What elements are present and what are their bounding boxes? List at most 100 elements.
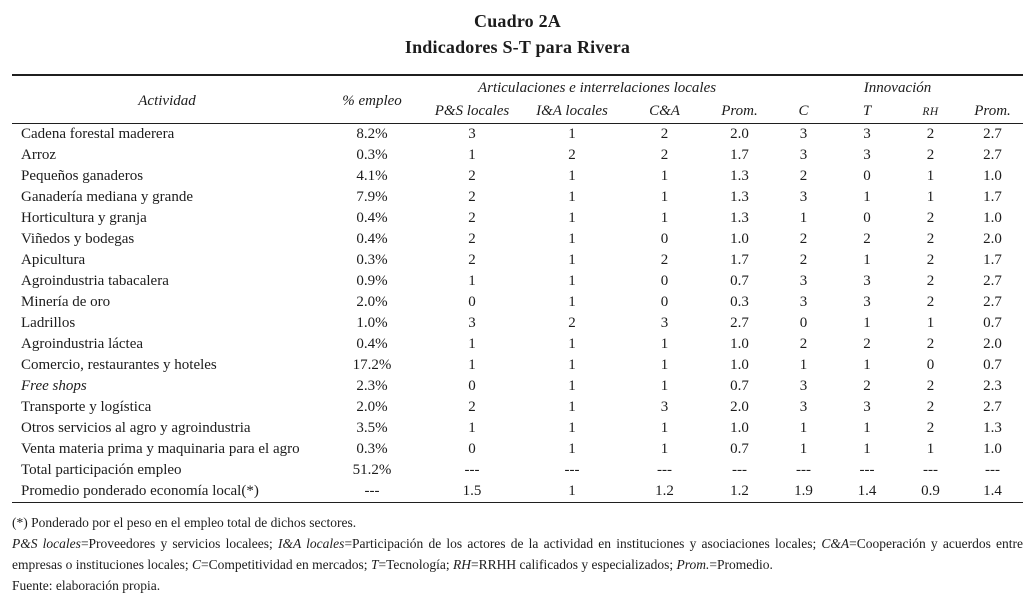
- empleo-cell: 0.4%: [356, 230, 388, 247]
- empleo-cell: 8.2%: [356, 125, 388, 142]
- value-cell: 2: [468, 230, 476, 247]
- value-cell: 3: [863, 272, 871, 289]
- table-row: Agroindustria tabacalera 0.9% 1 1 0 0.7 3 3 2 2.7: [12, 271, 1023, 292]
- column-header-t: T: [862, 103, 872, 120]
- activity-cell: Minería de oro: [21, 293, 111, 310]
- empleo-cell: 2.0%: [356, 293, 388, 310]
- footnote-term: I&A locales: [278, 535, 345, 551]
- value-cell: 1.2: [655, 482, 674, 499]
- column-header-ps-locales: P&S locales: [434, 103, 510, 120]
- value-cell: 0: [660, 272, 669, 289]
- value-cell: 2.0: [983, 230, 1002, 247]
- value-cell: 2: [660, 146, 669, 163]
- value-cell: 1.3: [730, 209, 749, 226]
- value-cell: 2: [799, 167, 808, 184]
- value-cell: 2.7: [983, 398, 1002, 415]
- table-row: Pequeños ganaderos 4.1% 2 1 1 1.3 2 0 1 1.0: [12, 166, 1023, 187]
- value-cell: 0.7: [730, 272, 749, 289]
- value-cell: 3: [799, 272, 808, 289]
- value-cell: 1.0: [983, 440, 1002, 457]
- value-cell: 1: [863, 419, 871, 436]
- value-cell: 2.0: [730, 398, 749, 415]
- value-cell: 3: [660, 314, 669, 331]
- value-cell: 0.7: [730, 377, 749, 394]
- value-cell: 1: [799, 209, 808, 226]
- footnote-text: =Promedio.: [709, 556, 773, 572]
- activity-cell: Otros servicios al agro y agroindustria: [21, 419, 251, 436]
- value-cell: 3: [799, 188, 808, 205]
- footnote-text: =Competitividad en mercados;: [200, 556, 371, 572]
- indicators-table: Actividad % empleo Articulaciones e inte…: [12, 74, 1024, 503]
- value-cell: 1.7: [983, 188, 1002, 205]
- value-cell: 1.7: [730, 146, 749, 163]
- value-cell: 3: [863, 293, 871, 310]
- activity-cell: Agroindustria tabacalera: [21, 272, 169, 289]
- footnote-definitions: P&S locales=Proveedores y servicios loca…: [12, 533, 1023, 575]
- empleo-cell: 0.9%: [356, 272, 388, 289]
- value-cell: 2: [799, 230, 808, 247]
- empleo-cell: ---: [364, 482, 380, 499]
- value-cell: 0: [468, 440, 476, 457]
- footnote-asterisk: (*) Ponderado por el peso en el empleo t…: [12, 514, 357, 530]
- table-row: Free shops 2.3% 0 1 1 0.7 3 2 2 2.3: [12, 376, 1023, 397]
- value-cell: 1.0: [730, 356, 749, 373]
- empleo-cell: 4.1%: [356, 167, 388, 184]
- value-cell: 1.4: [857, 482, 877, 499]
- value-cell: 0.3: [730, 293, 749, 310]
- value-cell: ---: [923, 461, 939, 478]
- value-cell: 1: [568, 419, 576, 436]
- value-cell: 1: [468, 335, 476, 352]
- value-cell: 2: [799, 251, 808, 268]
- footnote-text: =Tecnología;: [378, 556, 453, 572]
- value-cell: 2: [863, 335, 871, 352]
- table-row: Otros servicios al agro y agroindustria 3…: [12, 418, 1023, 439]
- activity-cell: Horticultura y granja: [21, 209, 147, 226]
- value-cell: 1.0: [730, 335, 749, 352]
- value-cell: 0.9: [921, 482, 940, 499]
- column-header-ia-locales: I&A locales: [536, 103, 608, 120]
- footnote-term: C&A: [821, 535, 850, 551]
- value-cell: 1: [568, 251, 576, 268]
- group-header-articulaciones: Articulaciones e interrelaciones locales: [477, 80, 717, 96]
- empleo-cell: 3.5%: [356, 419, 388, 436]
- activity-cell: Transporte y logística: [21, 398, 152, 415]
- value-cell: 3: [799, 398, 808, 415]
- footnote-text: =Participación de los actores de la acti…: [344, 535, 822, 551]
- table-row: Horticultura y granja 0.4% 2 1 1 1.3 1 0 2 1.0: [12, 208, 1023, 229]
- value-cell: 1.3: [730, 188, 749, 205]
- activity-cell: Ladrillos: [21, 314, 76, 331]
- value-cell: ---: [657, 461, 672, 478]
- value-cell: 2: [660, 251, 669, 268]
- value-cell: 1.7: [730, 251, 749, 268]
- value-cell: 1: [568, 440, 576, 457]
- value-cell: 2: [468, 398, 476, 415]
- value-cell: 1: [568, 209, 576, 226]
- value-cell: 2: [468, 251, 476, 268]
- activity-cell: Arroz: [21, 146, 56, 163]
- group-header-row: Actividad % empleo Articulaciones e inte…: [12, 75, 1023, 109]
- value-cell: 0.7: [983, 314, 1002, 331]
- value-cell: 2: [660, 125, 669, 142]
- value-cell: 2: [926, 335, 935, 352]
- value-cell: 1.5: [462, 482, 482, 499]
- value-cell: 1: [863, 356, 871, 373]
- activity-cell: Viñedos y bodegas: [21, 230, 135, 247]
- table-row: Comercio, restaurantes y hoteles 17.2% 1 1 1…: [12, 355, 1023, 376]
- value-cell: 2: [926, 146, 935, 163]
- table-row: Ladrillos 1.0% 3 2 3 2.7 0 1 1 0.7: [12, 313, 1023, 334]
- value-cell: 1: [568, 398, 576, 415]
- value-cell: 2.7: [730, 314, 749, 331]
- value-cell: 2: [568, 314, 576, 331]
- value-cell: 2: [799, 335, 808, 352]
- column-header-actividad: Actividad: [138, 92, 196, 109]
- value-cell: 0: [926, 356, 935, 373]
- value-cell: 3: [863, 398, 871, 415]
- empleo-cell: 0.4%: [356, 209, 388, 226]
- value-cell: 1: [799, 440, 808, 457]
- activity-cell: Agroindustria láctea: [21, 335, 144, 352]
- value-cell: 0.7: [730, 440, 749, 457]
- empleo-cell: 2.3%: [356, 377, 388, 394]
- column-header-empleo: % empleo: [342, 92, 402, 109]
- value-cell: 1.9: [794, 482, 813, 499]
- value-cell: 1: [926, 314, 935, 331]
